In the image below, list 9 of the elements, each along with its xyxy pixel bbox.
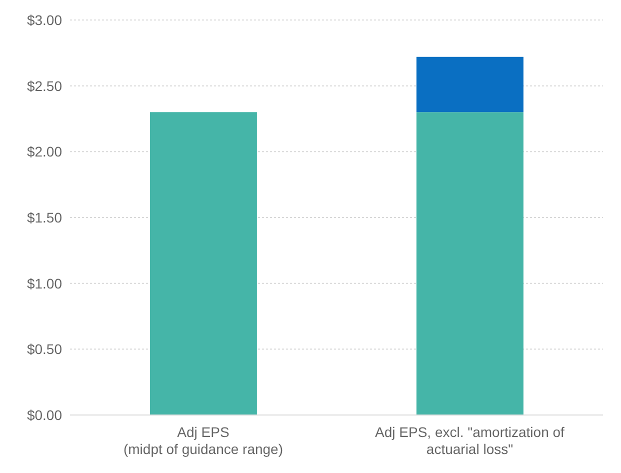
- y-tick-label: $1.00: [26, 275, 62, 292]
- x-tick-label: Adj EPS (midpt of guidance range): [123, 424, 284, 457]
- y-tick-label: $0.00: [26, 406, 62, 423]
- y-tick-label: $2.00: [26, 144, 62, 160]
- y-tick-label: $1.50: [26, 209, 62, 226]
- y-tick-label: $3.00: [26, 12, 62, 28]
- x-tick-label: Adj EPS, excl. "amortization of actuarial loss": [375, 424, 565, 457]
- y-tick-label: $2.50: [26, 78, 62, 94]
- y-tick-label: $0.50: [26, 341, 62, 358]
